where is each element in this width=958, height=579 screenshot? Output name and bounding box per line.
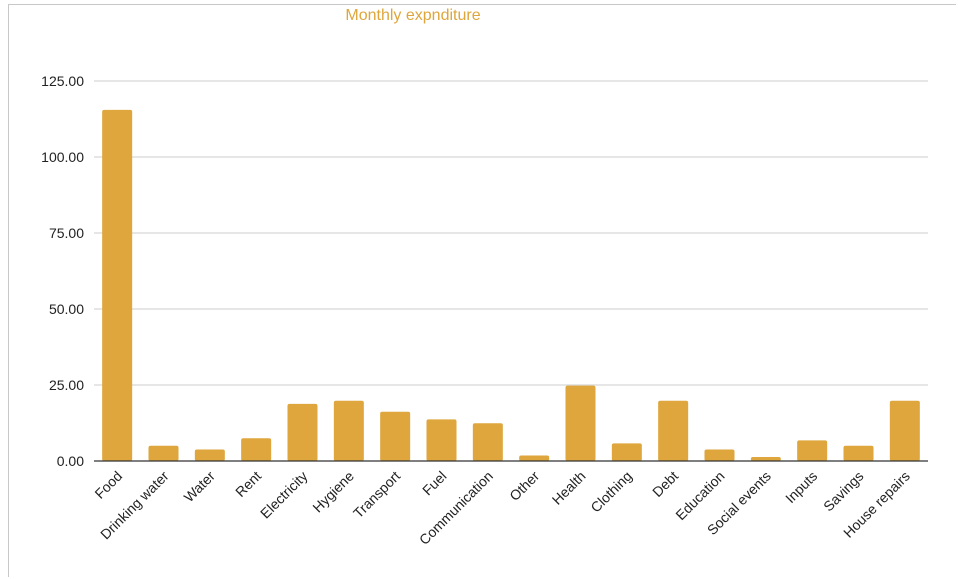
bar-fuel <box>426 419 457 461</box>
bar-inputs <box>797 440 828 461</box>
bar-health <box>565 385 596 461</box>
x-tick-label: Inputs <box>782 468 820 506</box>
x-tick-label: Electricity <box>257 468 311 522</box>
bar-drinking-water <box>148 445 179 461</box>
chart-frame <box>8 4 956 577</box>
x-tick-label: Savings <box>820 468 867 515</box>
y-tick-label: 25.00 <box>49 377 84 393</box>
x-tick-label: Other <box>506 468 542 504</box>
bar-water <box>194 449 225 461</box>
bar-transport <box>380 411 411 461</box>
bar-hygiene <box>333 400 364 461</box>
bar-social-events <box>750 457 781 461</box>
y-tick-label: 125.00 <box>41 73 84 89</box>
bar-house-repairs <box>889 400 920 461</box>
bar-rent <box>241 438 272 461</box>
bar-communication <box>472 423 503 461</box>
bar-other <box>519 455 550 461</box>
x-tick-label: Clothing <box>587 468 635 516</box>
bar-electricity <box>287 403 318 461</box>
bar-education <box>704 449 735 461</box>
bar-food <box>102 109 133 461</box>
x-tick-label: Rent <box>232 468 264 500</box>
x-tick-label: Food <box>91 468 125 502</box>
y-axis-ticks: 0.00 25.00 50.00 75.00 100.00 125.00 <box>41 73 84 469</box>
bars <box>102 109 920 461</box>
bar-savings <box>843 445 874 461</box>
x-tick-label: Debt <box>649 468 681 500</box>
bar-debt <box>658 400 689 461</box>
x-tick-label: Health <box>549 468 589 508</box>
x-tick-label: Water <box>181 468 219 506</box>
y-tick-label: 100.00 <box>41 149 84 165</box>
bar-clothing <box>611 443 642 461</box>
y-tick-label: 0.00 <box>57 453 84 469</box>
y-tick-label: 50.00 <box>49 301 84 317</box>
x-tick-label: Hygiene <box>309 468 357 516</box>
x-tick-label: Transport <box>350 468 403 521</box>
chart-title: Monthly expnditure <box>345 7 480 24</box>
x-tick-label: Fuel <box>419 468 450 499</box>
gridlines <box>94 80 928 386</box>
y-tick-label: 75.00 <box>49 225 84 241</box>
